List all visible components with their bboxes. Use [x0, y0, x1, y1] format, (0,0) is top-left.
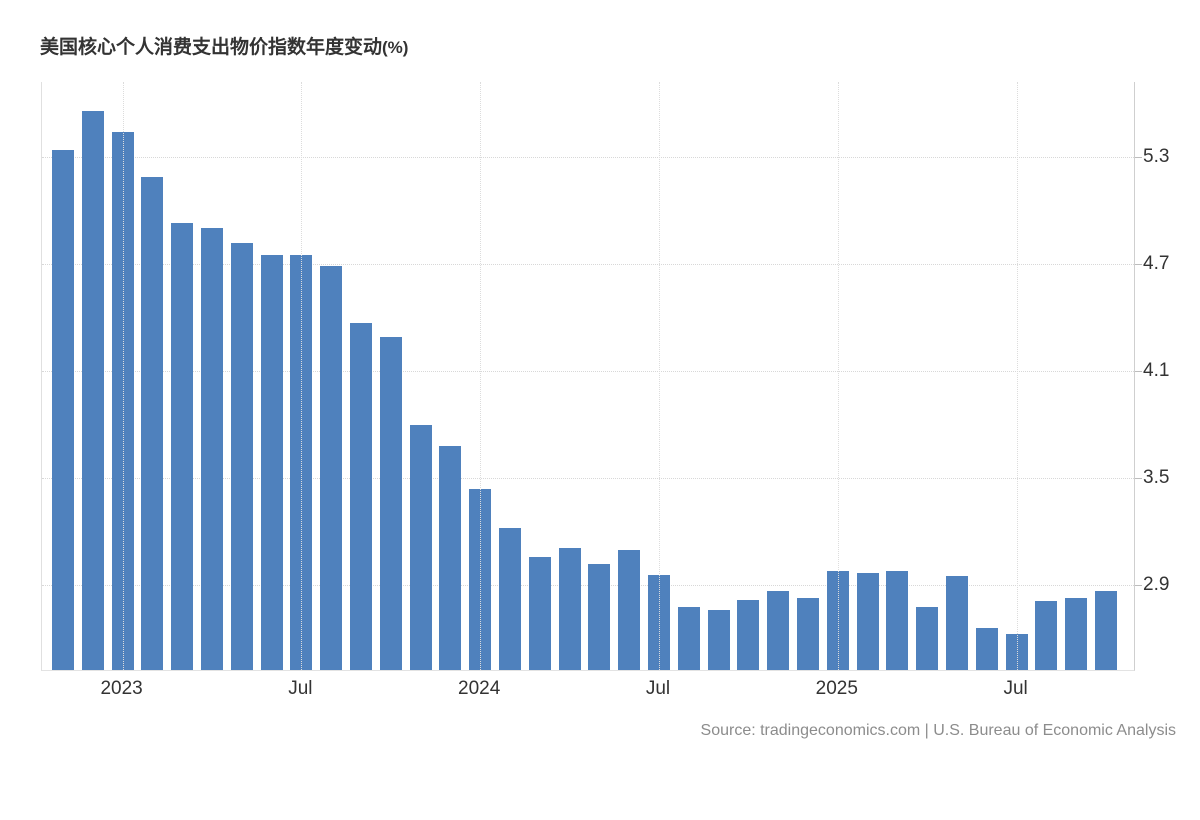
- chart-bar[interactable]: [171, 223, 194, 670]
- chart-plot-area: [41, 82, 1135, 671]
- chart-bar[interactable]: [52, 149, 74, 670]
- x-axis-label: Jul: [1003, 678, 1028, 699]
- chart-bar[interactable]: [141, 176, 164, 670]
- x-gridline: [480, 82, 482, 670]
- x-axis-label: Jul: [288, 678, 313, 699]
- chart-bar[interactable]: [886, 571, 909, 670]
- y-axis-label: 4.7: [1143, 253, 1170, 275]
- chart-bar[interactable]: [856, 572, 879, 670]
- chart-bar[interactable]: [618, 549, 641, 670]
- chart-bar[interactable]: [558, 547, 581, 670]
- x-gridline: [301, 82, 303, 670]
- chart-bar[interactable]: [528, 556, 551, 670]
- chart-bar[interactable]: [737, 599, 760, 670]
- y-axis-label: 3.5: [1143, 467, 1170, 489]
- chart-bar[interactable]: [439, 446, 462, 670]
- y-axis-tick: [1135, 264, 1142, 266]
- x-axis-label: 2025: [815, 678, 858, 699]
- x-axis-label: 2023: [100, 678, 143, 699]
- chart-bar[interactable]: [588, 563, 611, 670]
- y-axis-tick: [1135, 156, 1142, 158]
- page-title: 美国核心个人消费支出物价指数年度变动(%): [40, 32, 408, 59]
- y-gridline: [42, 585, 1134, 587]
- chart-bar[interactable]: [767, 590, 790, 670]
- y-gridline: [42, 478, 1134, 480]
- chart-bar[interactable]: [1065, 597, 1088, 670]
- chart-title-unit: (%): [382, 38, 409, 57]
- y-axis-label: 4.1: [1143, 360, 1170, 382]
- chart-bar[interactable]: [975, 628, 998, 670]
- chart-bar[interactable]: [320, 265, 343, 670]
- chart-bar[interactable]: [1095, 590, 1117, 670]
- y-axis-tick: [1135, 585, 1142, 587]
- chart-bar[interactable]: [81, 110, 104, 670]
- chart-source-note: Source: tradingeconomics.com | U.S. Bure…: [700, 722, 1176, 739]
- chart-bar[interactable]: [350, 322, 372, 670]
- y-axis-tick: [1135, 371, 1142, 373]
- x-gridline: [1016, 82, 1018, 670]
- x-axis-label: 2024: [458, 678, 501, 699]
- chart-bar[interactable]: [409, 424, 432, 670]
- y-gridline: [42, 264, 1134, 266]
- chart-bar[interactable]: [379, 337, 402, 670]
- x-axis-label: Jul: [645, 678, 671, 699]
- chart-bar[interactable]: [260, 255, 283, 670]
- chart-plot-inner: [42, 82, 1134, 670]
- chart-bar[interactable]: [707, 610, 730, 670]
- chart-bar[interactable]: [797, 597, 819, 670]
- chart-bar[interactable]: [946, 576, 968, 670]
- chart-bar[interactable]: [677, 606, 700, 670]
- y-axis-label: 2.9: [1143, 574, 1170, 596]
- x-gridline: [837, 82, 839, 670]
- chart-bar[interactable]: [230, 242, 253, 670]
- chart-bar[interactable]: [201, 228, 223, 670]
- chart-title-text: 美国核心个人消费支出物价指数年度变动: [40, 37, 383, 58]
- chart-bar[interactable]: [1035, 601, 1058, 670]
- x-gridline: [122, 82, 124, 670]
- y-axis-label: 5.3: [1143, 145, 1170, 167]
- x-gridline: [659, 82, 660, 670]
- y-axis-tick: [1135, 478, 1142, 480]
- chart-bar[interactable]: [916, 606, 939, 670]
- chart-bar[interactable]: [499, 528, 521, 670]
- y-gridline: [42, 156, 1134, 158]
- y-gridline: [42, 371, 1134, 373]
